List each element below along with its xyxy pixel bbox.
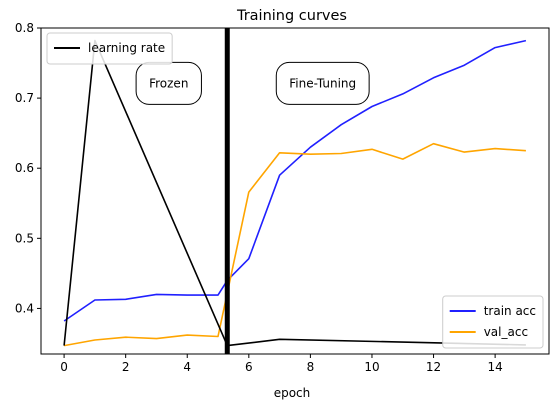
x-tick-label: 14 [487, 360, 502, 374]
y-tick-label: 0.4 [15, 301, 34, 315]
x-tick-label: 6 [245, 360, 253, 374]
phase-annotations: Frozen Fine-Tuning [135, 61, 370, 105]
x-tick-label: 8 [307, 360, 315, 374]
series-line-train-acc [63, 39, 527, 322]
x-axis-ticks: 0 2 4 6 8 10 12 14 [60, 354, 503, 374]
legend-box [46, 32, 173, 65]
y-tick-label: 0.8 [15, 21, 34, 35]
x-axis-label: epoch [274, 386, 311, 400]
annotation-frozen: Frozen [135, 61, 202, 105]
x-tick-label: 0 [60, 360, 68, 374]
y-axis-ticks: 0.4 0.5 0.6 0.7 0.8 [15, 21, 41, 315]
annotation-text: Frozen [149, 76, 188, 90]
legend-label: train acc [484, 304, 536, 318]
legend-learning-rate: learning rate [46, 32, 173, 65]
x-tick-label: 2 [122, 360, 130, 374]
y-tick-label: 0.5 [15, 231, 34, 245]
x-tick-label: 12 [426, 360, 441, 374]
legend-label: val_acc [484, 325, 528, 339]
y-tick-label: 0.7 [15, 91, 34, 105]
annotation-box [275, 61, 370, 105]
y-tick-label: 0.6 [15, 161, 34, 175]
annotation-fine-tuning: Fine-Tuning [275, 61, 370, 105]
x-tick-label: 10 [364, 360, 379, 374]
legend-accuracy: train acc val_acc [442, 295, 544, 349]
x-tick-label: 4 [183, 360, 191, 374]
legend-box [442, 295, 544, 349]
series-line-val-acc [63, 142, 526, 347]
legend-label: learning rate [88, 41, 165, 55]
plot-frame [40, 27, 550, 355]
annotation-text: Fine-Tuning [289, 76, 356, 90]
chart-title: Training curves [236, 8, 347, 24]
